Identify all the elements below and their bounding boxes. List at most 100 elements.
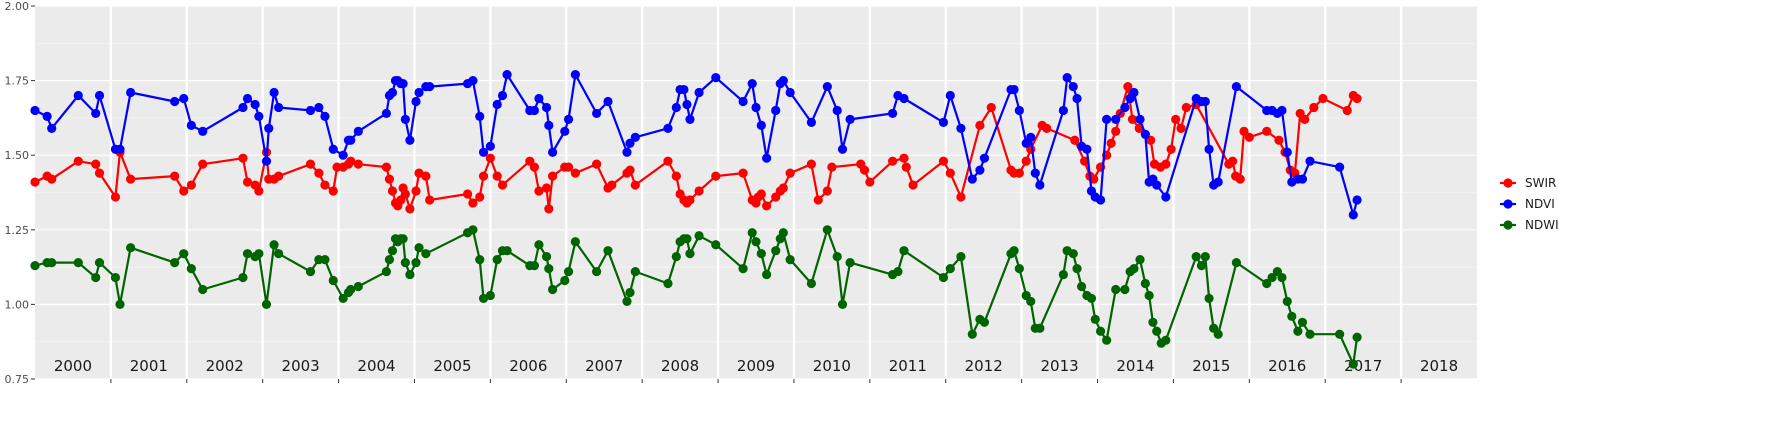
year-label-2005: 2005	[433, 357, 471, 375]
data-point-ndvi-82	[822, 81, 832, 92]
y-tick-label-1: 1.00	[5, 298, 30, 311]
data-point-ndvi-88	[899, 93, 909, 104]
data-point-swir-66	[671, 171, 681, 181]
data-point-swir-132	[1244, 132, 1254, 142]
data-point-ndwi-113	[1129, 263, 1139, 274]
year-label-2006: 2006	[509, 357, 547, 375]
data-point-swir-31	[384, 174, 395, 184]
data-point-swir-46	[478, 171, 489, 181]
data-point-ndvi-133	[1282, 147, 1292, 157]
year-label-2013: 2013	[1040, 357, 1078, 375]
data-point-ndwi-61	[630, 266, 640, 277]
data-point-swir-11	[186, 180, 196, 190]
data-point-swir-85	[822, 186, 832, 196]
data-point-swir-5	[94, 168, 105, 178]
data-point-ndwi-37	[411, 258, 421, 268]
data-point-ndvi-23	[320, 111, 330, 122]
data-point-swir-78	[762, 201, 772, 211]
data-point-swir-59	[592, 159, 602, 169]
data-point-ndwi-66	[682, 234, 692, 244]
data-point-swir-65	[663, 156, 673, 166]
data-point-ndwi-79	[806, 278, 817, 289]
data-point-swir-140	[1309, 102, 1319, 113]
year-label-2002: 2002	[206, 357, 244, 375]
data-point-ndvi-69	[685, 114, 695, 124]
year-label-2012: 2012	[965, 357, 1003, 375]
data-point-ndvi-59	[592, 108, 602, 119]
data-point-swir-113	[1111, 126, 1121, 136]
data-point-ndvi-46	[485, 141, 495, 151]
data-point-swir-63	[625, 165, 635, 175]
data-point-ndvi-58	[570, 70, 580, 80]
data-point-swir-118	[1146, 135, 1156, 145]
data-point-ndvi-54	[544, 120, 554, 130]
data-point-ndwi-134	[1293, 326, 1303, 336]
data-point-ndwi-137	[1335, 329, 1345, 339]
data-point-ndwi-19	[274, 249, 284, 259]
data-point-ndwi-50	[534, 240, 544, 250]
data-point-ndwi-20	[305, 266, 316, 277]
data-point-ndvi-14	[242, 93, 253, 104]
data-point-ndvi-72	[738, 96, 748, 107]
data-point-ndwi-9	[170, 258, 180, 268]
data-point-swir-93	[908, 180, 918, 190]
data-point-ndvi-12	[198, 126, 208, 136]
data-point-ndwi-63	[671, 252, 681, 262]
y-tick-label-2: 1.25	[5, 224, 30, 237]
data-point-swir-102	[1021, 156, 1031, 166]
data-point-swir-125	[1181, 102, 1191, 113]
data-point-ndwi-86	[899, 246, 909, 256]
data-point-ndvi-27	[346, 135, 356, 145]
series-ndwi	[30, 225, 1362, 369]
data-point-ndwi-8	[126, 243, 136, 253]
data-point-swir-4	[91, 159, 101, 169]
data-point-ndwi-56	[570, 237, 580, 247]
data-point-ndvi-2	[47, 123, 57, 133]
plot-panel	[31, 5, 1477, 380]
data-point-swir-61	[607, 180, 617, 190]
data-point-ndvi-15	[250, 99, 260, 110]
year-label-2014: 2014	[1116, 357, 1154, 375]
data-point-swir-83	[806, 159, 817, 169]
data-point-ndwi-36	[405, 269, 415, 280]
data-point-ndvi-56	[560, 126, 570, 136]
data-point-ndvi-138	[1335, 162, 1345, 172]
data-point-swir-142	[1342, 105, 1352, 116]
data-point-ndvi-21	[305, 105, 316, 116]
data-point-ndvi-47	[492, 99, 502, 110]
data-point-ndwi-117	[1148, 317, 1158, 327]
data-point-ndwi-29	[384, 255, 395, 265]
data-point-ndwi-16	[254, 249, 264, 259]
data-point-ndvi-84	[837, 144, 848, 154]
data-point-ndwi-116	[1144, 290, 1154, 301]
data-point-ndvi-76	[762, 153, 772, 163]
data-point-ndvi-80	[785, 87, 795, 98]
data-point-ndwi-54	[560, 275, 570, 286]
year-label-2007: 2007	[585, 357, 623, 375]
data-point-swir-94	[938, 156, 949, 166]
data-point-ndvi-96	[1009, 84, 1019, 95]
data-point-ndvi-20	[274, 102, 284, 113]
data-point-ndwi-138	[1348, 359, 1358, 369]
data-point-ndwi-95	[1014, 263, 1024, 274]
data-point-ndwi-41	[468, 225, 478, 235]
data-point-ndvi-132	[1277, 105, 1287, 116]
data-point-swir-16	[254, 186, 264, 196]
data-point-ndwi-106	[1086, 293, 1097, 304]
data-point-ndwi-133	[1287, 311, 1297, 321]
data-point-ndvi-28	[353, 126, 363, 136]
data-point-ndvi-29	[381, 108, 391, 119]
data-point-ndvi-77	[771, 105, 781, 116]
data-point-ndwi-94	[1009, 246, 1019, 256]
data-point-ndvi-90	[945, 90, 955, 101]
data-point-ndwi-136	[1305, 329, 1315, 339]
data-point-swir-45	[475, 192, 485, 202]
data-point-ndwi-22	[320, 255, 330, 265]
data-point-ndvi-124	[1200, 96, 1210, 107]
data-point-ndvi-53	[541, 102, 552, 113]
data-point-ndvi-102	[1058, 105, 1068, 116]
data-point-ndwi-85	[893, 266, 903, 277]
year-label-2010: 2010	[813, 357, 851, 375]
data-point-swir-9	[170, 171, 180, 181]
